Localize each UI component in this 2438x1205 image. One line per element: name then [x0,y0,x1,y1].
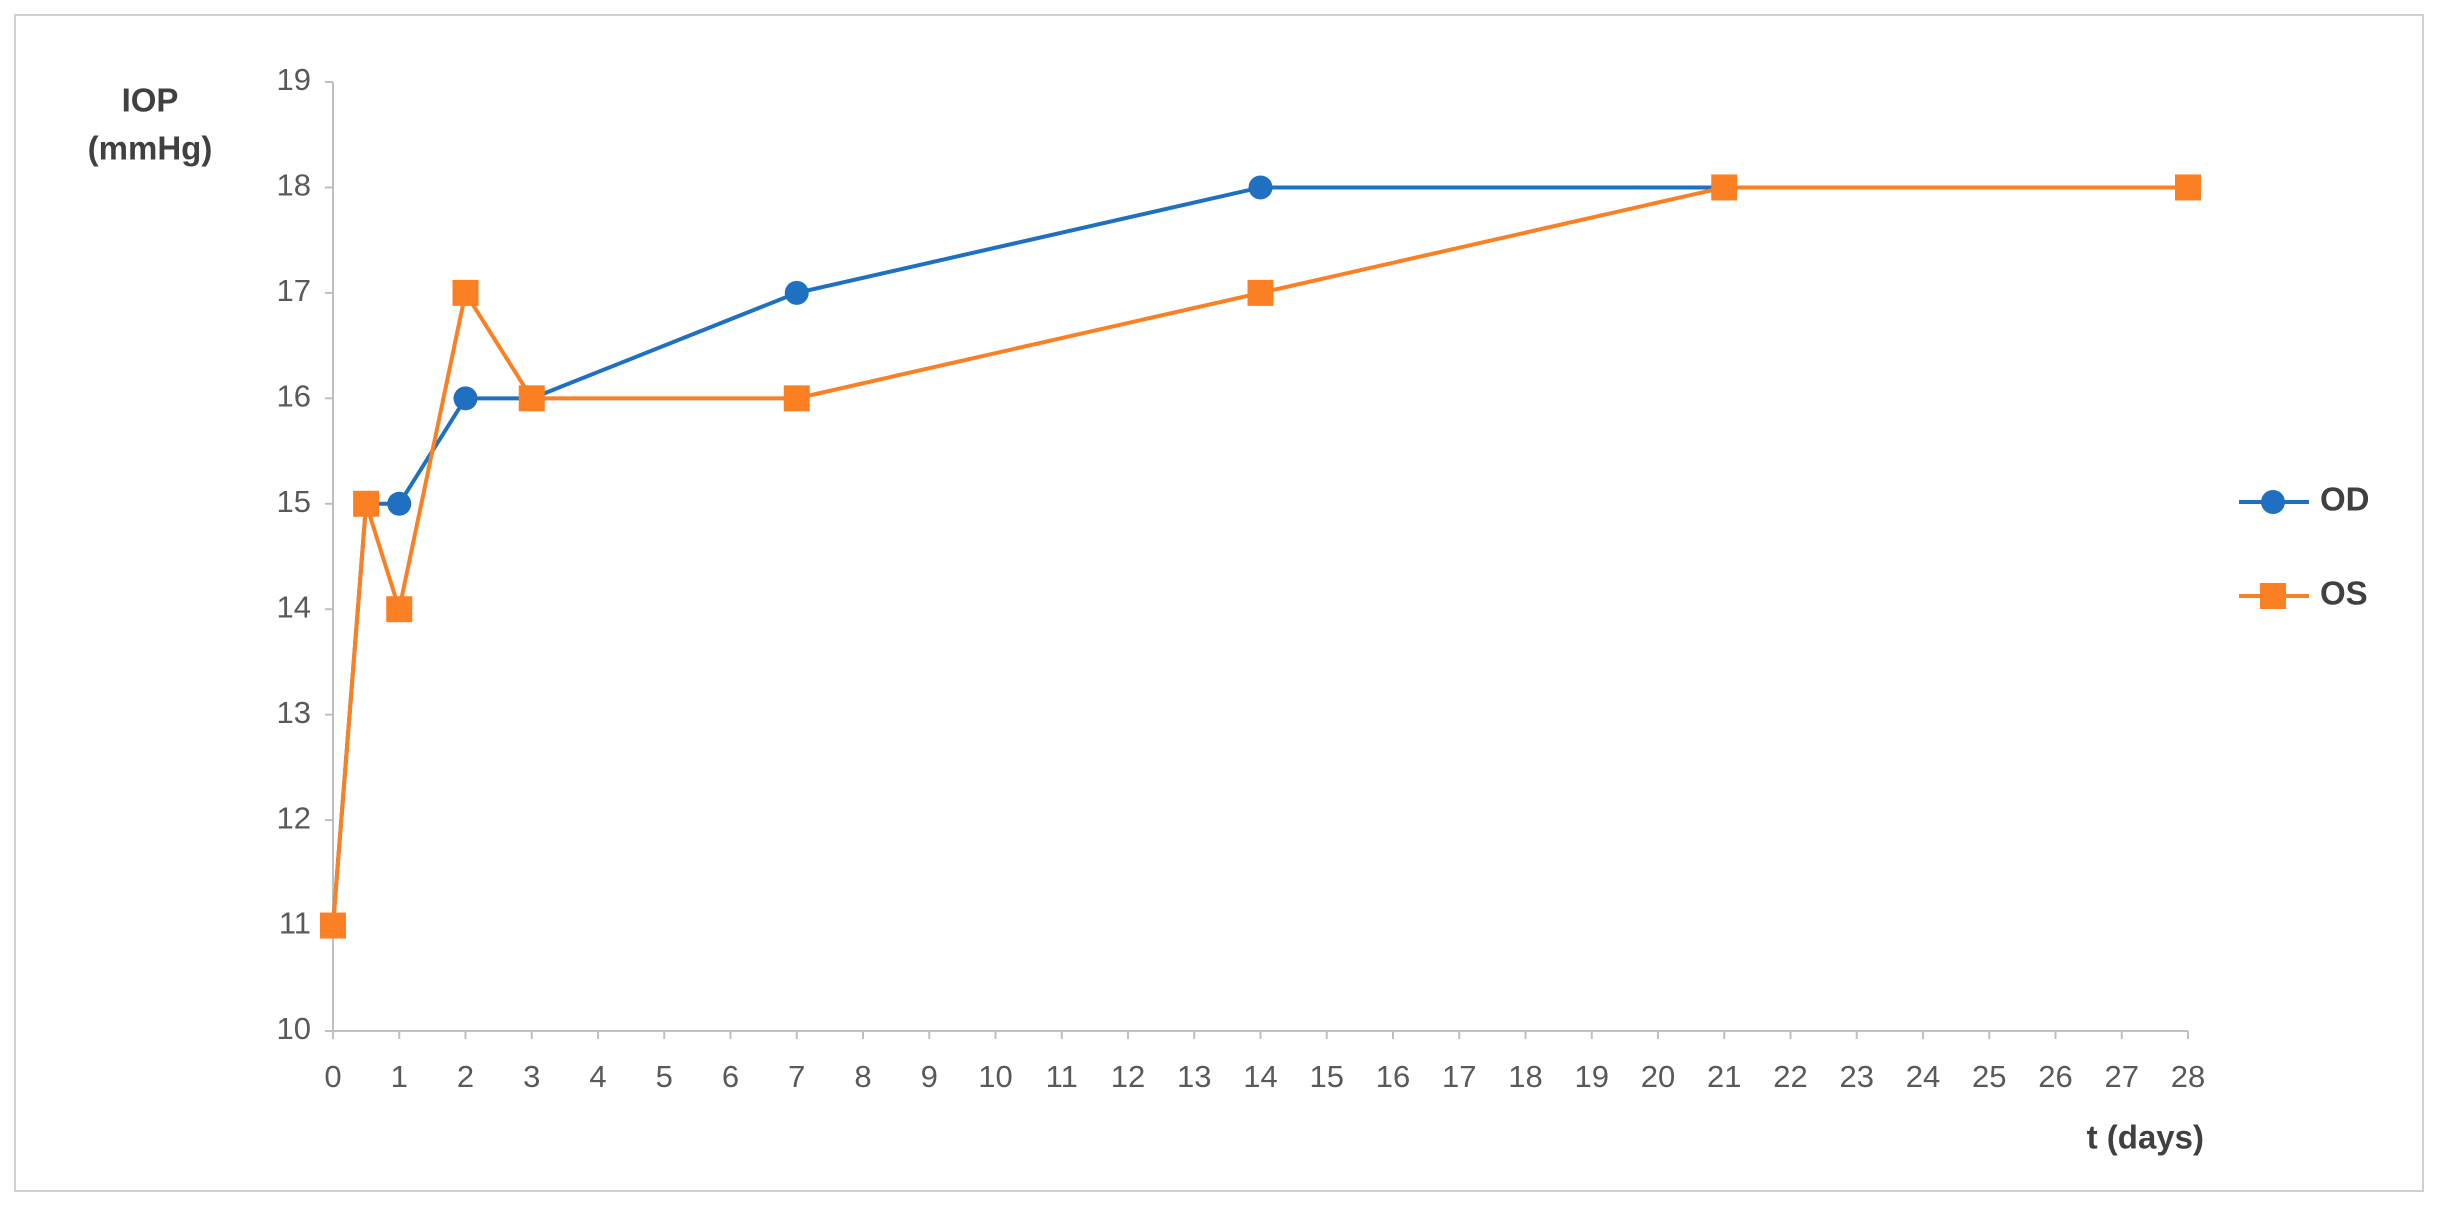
marker [518,385,545,412]
legend-label: OS [2320,575,2368,612]
x-tick-label: 22 [1773,1059,1807,1094]
x-tick-label: 19 [1575,1059,1609,1094]
marker [1248,175,1273,200]
marker [353,490,380,517]
x-tick-label: 5 [656,1059,673,1094]
marker [1247,279,1274,306]
x-tick-label: 18 [1508,1059,1542,1094]
legend-label: OD [2320,481,2370,518]
x-tick-label: 2 [457,1059,474,1094]
y-tick-label: 19 [277,62,311,97]
y-tick-label: 14 [277,589,311,624]
legend-marker [2261,490,2285,514]
y-tick-label: 13 [277,695,311,730]
y-axis-label: (mmHg) [88,130,213,167]
y-tick-label: 10 [277,1011,311,1046]
chart-frame [14,14,2424,1192]
y-tick-label: 11 [279,906,311,941]
marker [784,280,809,305]
y-tick-label: 17 [277,273,311,308]
legend-marker [2260,583,2286,609]
x-tick-label: 23 [1840,1059,1874,1094]
marker [2175,174,2201,201]
x-tick-label: 7 [788,1059,805,1094]
x-tick-label: 15 [1310,1059,1344,1094]
x-tick-label: 12 [1111,1059,1145,1094]
x-tick-label: 14 [1243,1059,1277,1094]
x-tick-label: 13 [1177,1059,1211,1094]
marker [387,491,412,516]
x-tick-label: 6 [722,1059,739,1094]
y-tick-label: 16 [277,379,311,414]
x-tick-label: 25 [1972,1059,2006,1094]
x-tick-label: 27 [2105,1059,2139,1094]
x-tick-label: 20 [1641,1059,1675,1094]
x-tick-label: 16 [1376,1059,1410,1094]
x-tick-label: 17 [1442,1059,1476,1094]
marker [783,385,810,412]
x-tick-label: 24 [1906,1059,1940,1094]
x-tick-label: 10 [978,1059,1012,1094]
y-axis-label: IOP [122,82,179,119]
marker [320,912,346,939]
x-tick-label: 11 [1046,1059,1078,1094]
marker [452,279,479,306]
x-tick-label: 28 [2171,1059,2205,1094]
marker [386,596,413,623]
x-tick-label: 3 [523,1059,540,1094]
x-axis-label: t (days) [2087,1119,2204,1156]
x-tick-label: 0 [324,1059,341,1094]
x-tick-label: 26 [2038,1059,2072,1094]
marker [453,386,478,411]
x-tick-label: 8 [854,1059,871,1094]
marker [1711,174,1738,201]
y-tick-label: 12 [277,800,311,835]
x-tick-label: 9 [921,1059,938,1094]
x-tick-label: 21 [1707,1059,1741,1094]
y-tick-label: 18 [277,168,311,203]
y-tick-label: 15 [277,484,311,519]
x-tick-label: 1 [391,1059,408,1094]
x-tick-label: 4 [589,1059,606,1094]
